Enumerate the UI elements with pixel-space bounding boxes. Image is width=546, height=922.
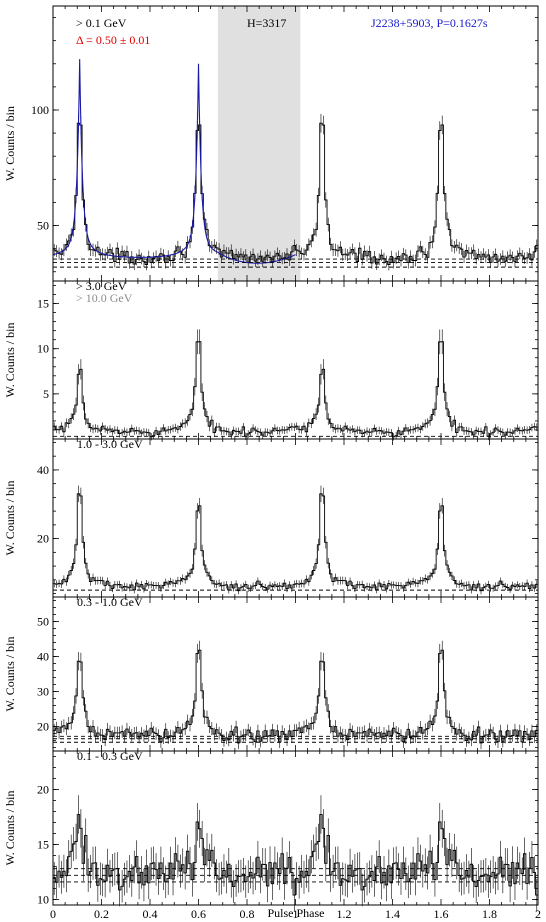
error-bars: [53, 113, 538, 271]
y-tick-label: 100: [31, 103, 49, 117]
pulse-histogram: [53, 814, 538, 896]
y-axis-title: W. Counts / bin: [3, 323, 17, 398]
y-tick-label: 40: [37, 650, 49, 664]
panel-03to1: 20 30 40 50 W. Counts / bin: [3, 596, 539, 752]
error-bars: [53, 485, 538, 595]
y-tick-label: 20: [37, 783, 49, 797]
y-tick-label: 40: [37, 463, 49, 477]
panel-labels: > 0.1 GeV Δ = 0.50 ± 0.01 H=3317 J2238+5…: [76, 16, 488, 920]
pulse-histogram: [53, 341, 538, 438]
pulse-histogram: [53, 649, 538, 744]
x-tick-label: 0.2: [94, 907, 109, 921]
y-tick-label: 5: [43, 387, 49, 401]
y-tick-label: 10: [37, 893, 49, 907]
y-tick-label: 10: [37, 342, 49, 356]
y-tick-label: 15: [37, 297, 49, 311]
pulse-histogram: [53, 122, 538, 265]
energy-label-gt10: > 10.0 GeV: [76, 291, 133, 305]
panel-gt3: 5 10 15 W. Counts / bin: [3, 280, 539, 441]
y-tick-label: 20: [37, 532, 49, 546]
pulsar-label: J2238+5903, P=0.1627s: [371, 16, 488, 30]
htest-label: H=3317: [247, 16, 286, 30]
energy-label-1to3: 1.0 - 3.0 GeV: [77, 437, 143, 451]
y-axis-title: W. Counts / bin: [3, 481, 17, 556]
y-tick-label: 50: [37, 219, 49, 233]
model-curve: [52, 59, 296, 264]
y-axis-title: W. Counts / bin: [3, 106, 17, 181]
panel-1to3: 20 40 W. Counts / bin: [3, 438, 539, 598]
y-axis-title: W. Counts / bin: [3, 637, 17, 712]
x-tick-label: 0: [50, 907, 56, 921]
x-tick-label: 1.2: [337, 907, 352, 921]
y-tick-label: 20: [37, 720, 49, 734]
energy-label-top: > 0.1 GeV: [76, 16, 127, 30]
pulse-histogram: [53, 493, 538, 592]
x-tick-label: 2: [535, 907, 541, 921]
panel-frame: [52, 438, 539, 598]
energy-label-gt3: > 3.0 GeV: [76, 279, 127, 293]
x-axis-title: Pulse Phase: [268, 906, 325, 920]
x-tick-label: 0.4: [143, 907, 158, 921]
panel-top: 50 100 W. Counts / bin: [3, 5, 539, 282]
x-tick-label: 0.6: [191, 907, 206, 921]
x-tick-label: 1.4: [385, 907, 400, 921]
y-tick-label: 15: [37, 838, 49, 852]
x-tick-label: 1: [293, 907, 299, 921]
y-tick-label: 50: [37, 615, 49, 629]
panel-frame: [52, 596, 539, 752]
error-bars: [53, 795, 538, 912]
x-tick-label: 0.8: [240, 907, 255, 921]
energy-label-03to1: 0.3 - 1.0 GeV: [77, 595, 143, 609]
panel-01to03: 10 15 20 W. Counts / bin 0 0.2 0.4 0.6 0.8 1 1.2 1.…: [3, 750, 541, 921]
y-tick-label: 30: [37, 685, 49, 699]
energy-label-01to03: 0.1 - 0.3 GeV: [77, 749, 143, 763]
error-bars: [53, 329, 538, 441]
off-pulse-region: [217, 6, 301, 281]
x-tick-label: 1.8: [482, 907, 497, 921]
y-axis-title: W. Counts / bin: [3, 791, 17, 866]
x-tick-label: 1.6: [434, 907, 449, 921]
delta-label: Δ = 0.50 ± 0.01: [76, 33, 150, 47]
error-bars: [53, 640, 538, 750]
